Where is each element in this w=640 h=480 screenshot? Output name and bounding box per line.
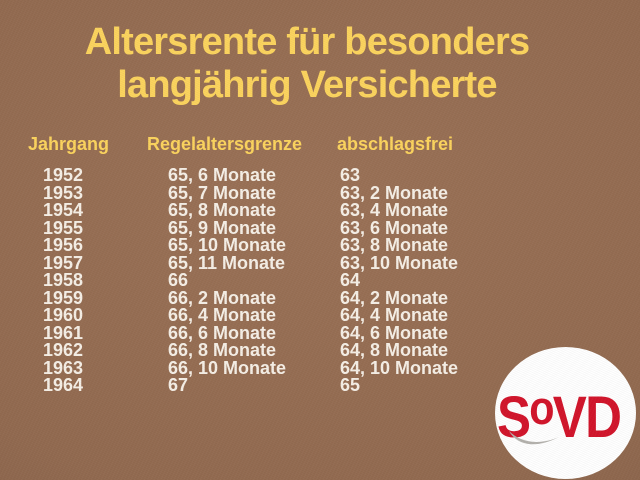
regelaltersgrenze-cell: 66, 2 Monate: [168, 287, 277, 308]
regelaltersgrenze-cell: 65, 8 Monate: [168, 200, 277, 220]
regelaltersgrenze-cell: 65, 10 Monate: [168, 235, 287, 255]
logo-letters-vd: VD: [552, 385, 622, 450]
regelaltersgrenze-cell: 65, 11 Monate: [168, 252, 286, 273]
year-cell: 1952: [43, 165, 84, 185]
abschlagsfrei-cell: 64, 6 Monate: [340, 322, 449, 343]
table-row: 1959 66, 2 Monate 64, 2 Monate: [43, 287, 640, 308]
regelaltersgrenze-cell: 66, 10 Monate: [168, 357, 287, 378]
abschlagsfrei-cell: 63, 6 Monate: [340, 217, 449, 238]
logo-circle: [495, 347, 636, 479]
abschlagsfrei-cell: 63, 10 Monate: [340, 252, 459, 273]
year-cell: 1957: [43, 252, 84, 273]
abschlagsfrei-cell: 64, 8 Monate: [340, 340, 449, 360]
year-cell: 1955: [43, 217, 84, 238]
smile-icon: [507, 429, 561, 450]
table-row: 1958 66 64: [43, 270, 640, 290]
abschlagsfrei-cell: 63: [340, 165, 361, 185]
regelaltersgrenze-cell: 66: [168, 270, 189, 290]
logo-wordmark: S o VD: [497, 384, 622, 450]
abschlagsfrei-cell: 63, 2 Monate: [340, 182, 449, 203]
table-row: 1954 65, 8 Monate 63, 4 Monate: [43, 200, 640, 220]
header-jahrgang: Jahrgang: [28, 134, 110, 154]
year-cell: 1960: [43, 305, 84, 325]
year-cell: 1961: [43, 322, 84, 343]
year-cell: 1956: [43, 235, 84, 255]
year-cell: 1964: [43, 375, 84, 395]
table-row: 1963 66, 10 Monate 64, 10 Monate: [43, 357, 640, 378]
table-row: 1964 67 65: [43, 375, 640, 395]
year-cell: 1958: [43, 270, 84, 290]
regelaltersgrenze-cell: 66, 8 Monate: [168, 340, 277, 360]
year-cell: 1954: [43, 200, 84, 220]
table-body: 1952 65, 6 Monate 63 1953 65, 7 Monate 6…: [43, 165, 640, 395]
table-row: 1961 66, 6 Monate 64, 6 Monate: [43, 322, 640, 343]
abschlagsfrei-cell: 64, 2 Monate: [340, 287, 449, 308]
header-regelaltersgrenze: Regelaltersgrenze: [147, 134, 303, 154]
table-row: 1957 65, 11 Monate 63, 10 Monate: [43, 252, 640, 273]
table-row: 1956 65, 10 Monate 63, 8 Monate: [43, 235, 640, 255]
table-row: 1955 65, 9 Monate 63, 6 Monate: [43, 217, 640, 238]
abschlagsfrei-cell: 64, 10 Monate: [340, 357, 459, 378]
abschlagsfrei-cell: 65: [340, 375, 361, 395]
abschlagsfrei-cell: 63, 4 Monate: [340, 200, 449, 220]
header-abschlagsfrei: abschlagsfrei: [337, 134, 454, 154]
abschlagsfrei-cell: 64, 4 Monate: [340, 305, 449, 325]
logo-letter-o: o: [529, 381, 554, 434]
table-row: 1952 65, 6 Monate 63: [43, 165, 640, 185]
year-cell: 1963: [43, 357, 84, 378]
regelaltersgrenze-cell: 67: [168, 375, 189, 395]
regelaltersgrenze-cell: 66, 6 Monate: [168, 322, 277, 343]
regelaltersgrenze-cell: 66, 4 Monate: [168, 305, 277, 325]
regelaltersgrenze-cell: 65, 7 Monate: [168, 182, 277, 203]
year-cell: 1959: [43, 287, 84, 308]
year-cell: 1962: [43, 340, 84, 360]
regelaltersgrenze-cell: 65, 9 Monate: [168, 217, 277, 238]
table-row: 1953 65, 7 Monate 63, 2 Monate: [43, 182, 640, 203]
table-row: 1962 66, 8 Monate 64, 8 Monate: [43, 340, 640, 360]
page-title: Altersrente für besonders langjährig Ver…: [0, 21, 614, 107]
table-header: Jahrgang Regelaltersgrenze abschlagsfrei: [28, 135, 640, 153]
year-cell: 1953: [43, 182, 84, 203]
abschlagsfrei-cell: 64: [340, 270, 361, 290]
table-row: 1960 66, 4 Monate 64, 4 Monate: [43, 305, 640, 325]
regelaltersgrenze-cell: 65, 6 Monate: [168, 165, 277, 185]
abschlagsfrei-cell: 63, 8 Monate: [340, 235, 449, 255]
page-title-line2: langjährig Versicherte: [117, 64, 497, 106]
page-title-line1: Altersrente für besonders: [84, 21, 530, 63]
